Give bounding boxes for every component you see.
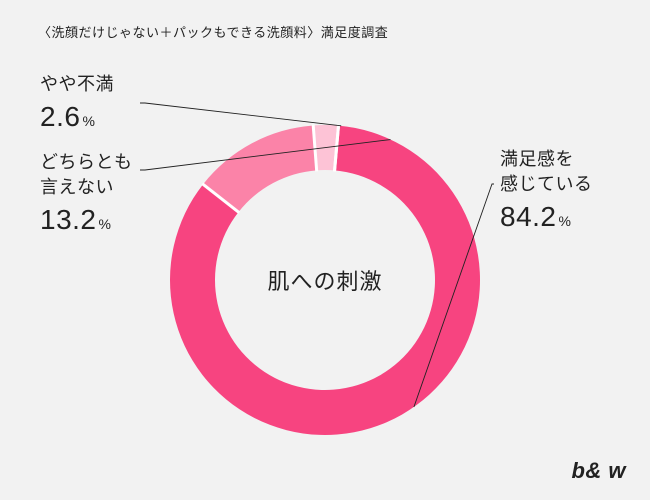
center-title: 肌への刺激 [267,264,382,296]
infographic-root: 〈洗顔だけじゃない＋パックもできる洗顔料〉満足度調査 肌への刺激 満足感を 感じ… [0,0,650,500]
label-neutral-line1: どちらとも [40,150,133,175]
value-dissatisfied: 2.6 [40,101,80,132]
label-dissatisfied-line1: やや不満 [40,72,114,97]
label-satisfied-line1: 満足感を [500,147,593,172]
label-satisfied: 満足感を 感じている 84.2% [500,147,593,237]
value-neutral: 13.2 [40,204,97,235]
leader-dissatisfied [140,103,341,126]
label-dissatisfied-value: 2.6% [40,97,114,136]
label-neutral-line2: 言えない [40,175,133,200]
label-dissatisfied: やや不満 2.6% [40,72,114,136]
unit-neutral: % [99,216,112,232]
brand-logo: b& w [571,458,626,484]
unit-dissatisfied: % [82,113,95,129]
value-satisfied: 84.2 [500,201,557,232]
unit-satisfied: % [559,213,572,229]
label-satisfied-value: 84.2% [500,197,593,236]
label-satisfied-line2: 感じている [500,172,593,197]
label-neutral: どちらとも 言えない 13.2% [40,150,133,240]
label-neutral-value: 13.2% [40,200,133,239]
